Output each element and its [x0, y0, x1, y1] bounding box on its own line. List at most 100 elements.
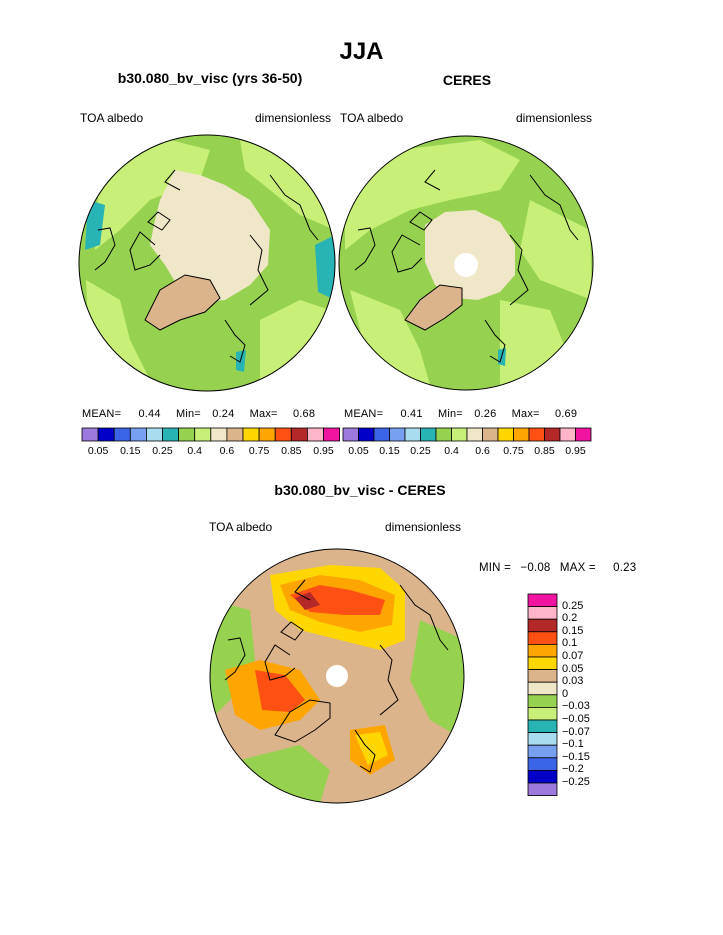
colorbar-tick-label: 0.05: [87, 445, 109, 457]
mean-value: 0.44: [138, 408, 161, 420]
difference-min-max: MIN = −0.08 MAX = 0.23: [479, 562, 636, 574]
land-region: [95, 140, 210, 250]
colorbar-swatch: [527, 770, 558, 784]
colorbar-tick-label: 0: [562, 687, 569, 700]
figure-title: JJA: [339, 38, 384, 65]
colorbar-tick-label: 0.85: [281, 445, 302, 457]
colorbar-swatch: [527, 644, 558, 658]
colorbar-obs: [342, 427, 592, 442]
colorbar-swatch: [129, 427, 147, 442]
colorbar-swatch: [258, 427, 276, 442]
colorbar-swatch: [226, 427, 244, 442]
colorbar-swatch: [544, 427, 561, 442]
colorbar-swatch: [527, 732, 558, 746]
colorbar-swatch: [358, 427, 375, 442]
colorbar-swatch: [528, 427, 545, 442]
panel-obs-title: CERES: [442, 72, 492, 88]
colorbar-tick-label: −0.1: [562, 738, 584, 751]
map-difference: [209, 548, 465, 804]
colorbar-swatch: [242, 427, 260, 442]
teal-region: [85, 200, 105, 250]
colorbar-tick-label: 0.95: [313, 445, 334, 457]
diff-max-label: MAX =: [559, 562, 596, 574]
sea-ice-region: [150, 170, 270, 302]
colorbar-swatch: [527, 618, 558, 633]
colorbar-swatch: [81, 427, 99, 442]
colorbar-tick-label: 0.75: [248, 445, 270, 457]
panel-model-title: b30.080_bv_visc (yrs 36-50): [117, 70, 303, 86]
colorbar-swatch: [178, 427, 196, 442]
colorbar-tick-label: −0.03: [562, 700, 590, 713]
colorbar-swatch: [527, 631, 558, 645]
mean-value: 0.41: [400, 408, 423, 420]
colorbar-tick-label: 0.95: [565, 445, 586, 457]
diff-pos-region: [290, 585, 385, 615]
colorbar-swatch: [527, 707, 558, 721]
greenland-region: [145, 275, 220, 330]
panel-model-units: dimensionless: [255, 111, 332, 125]
colorbar-tick-label: 0.6: [475, 445, 490, 457]
colorbar-tick-label: 0.1: [562, 637, 578, 650]
min-label: Min=: [437, 408, 463, 420]
coastlines: [94, 169, 319, 363]
max-value: 0.68: [292, 408, 316, 420]
greenland-region: [405, 285, 462, 330]
colorbar-swatch: [342, 427, 359, 442]
colorbar-tick-label: 0.75: [503, 445, 524, 457]
colorbar-tick-label: 0.85: [534, 445, 555, 457]
map-model: [78, 134, 336, 392]
diff-pos-region: [355, 732, 388, 765]
colorbar-swatch: [466, 427, 483, 442]
colorbar-swatch: [527, 669, 558, 683]
mean-label: MEAN=: [344, 408, 384, 420]
colorbar-tick-label: 0.25: [562, 599, 584, 612]
max-label: Max=: [511, 408, 540, 420]
colorbar-swatch: [404, 427, 421, 442]
teal-region: [236, 350, 246, 372]
colorbar-swatch: [527, 744, 558, 759]
colorbar-tick-label: −0.15: [562, 750, 590, 763]
colorbar-tick-label: −0.25: [562, 776, 590, 788]
colorbar-swatch: [274, 427, 292, 442]
panel-obs-units: dimensionless: [516, 111, 593, 125]
mean-label: MEAN=: [82, 408, 122, 420]
colorbar-swatch: [451, 427, 468, 442]
colorbar-swatch: [145, 427, 163, 442]
difference-variable: TOA albedo: [209, 520, 273, 534]
panel-model-variable: TOA albedo: [80, 111, 144, 125]
colorbar-swatch: [527, 782, 558, 797]
colorbar-swatch: [210, 427, 228, 442]
diff-neg-region: [210, 600, 255, 720]
panel-obs-variable: TOA albedo: [340, 111, 404, 125]
pole-hole: [454, 253, 478, 277]
max-label: Max=: [249, 408, 278, 420]
colorbar-tick-label: 0.6: [219, 445, 235, 457]
colorbar-swatch: [527, 757, 558, 771]
colorbar-tick-label: 0.15: [120, 445, 141, 457]
colorbar-swatch: [97, 427, 115, 442]
colorbar-swatch: [559, 427, 576, 442]
colorbar-swatch: [527, 606, 558, 620]
colorbar-tick-label: −0.05: [562, 713, 590, 725]
colorbar-tick-label: 0.05: [562, 662, 584, 675]
colorbar-tick-label: 0.2: [562, 612, 578, 625]
colorbar-swatch: [497, 427, 514, 442]
diff-min-value: −0.08: [520, 562, 551, 574]
diff-min-label: MIN =: [479, 562, 511, 574]
land-region: [345, 140, 520, 250]
colorbar-swatch: [113, 427, 131, 442]
colorbar-swatch: [513, 427, 530, 442]
colorbar-swatch: [194, 427, 212, 442]
colorbar-swatch: [420, 427, 437, 442]
difference-title: b30.080_bv_visc - CERES: [274, 482, 446, 498]
max-value: 0.69: [554, 408, 578, 420]
colorbar-tick-label: 0.4: [444, 445, 459, 457]
colorbar-swatch: [373, 427, 390, 442]
teal-region: [315, 235, 335, 300]
colorbar-tick-label: −0.2: [562, 763, 584, 776]
map-obs: [338, 135, 594, 391]
diff-pos-region: [255, 670, 305, 712]
colorbar-tick-label: 0.05: [348, 445, 369, 457]
